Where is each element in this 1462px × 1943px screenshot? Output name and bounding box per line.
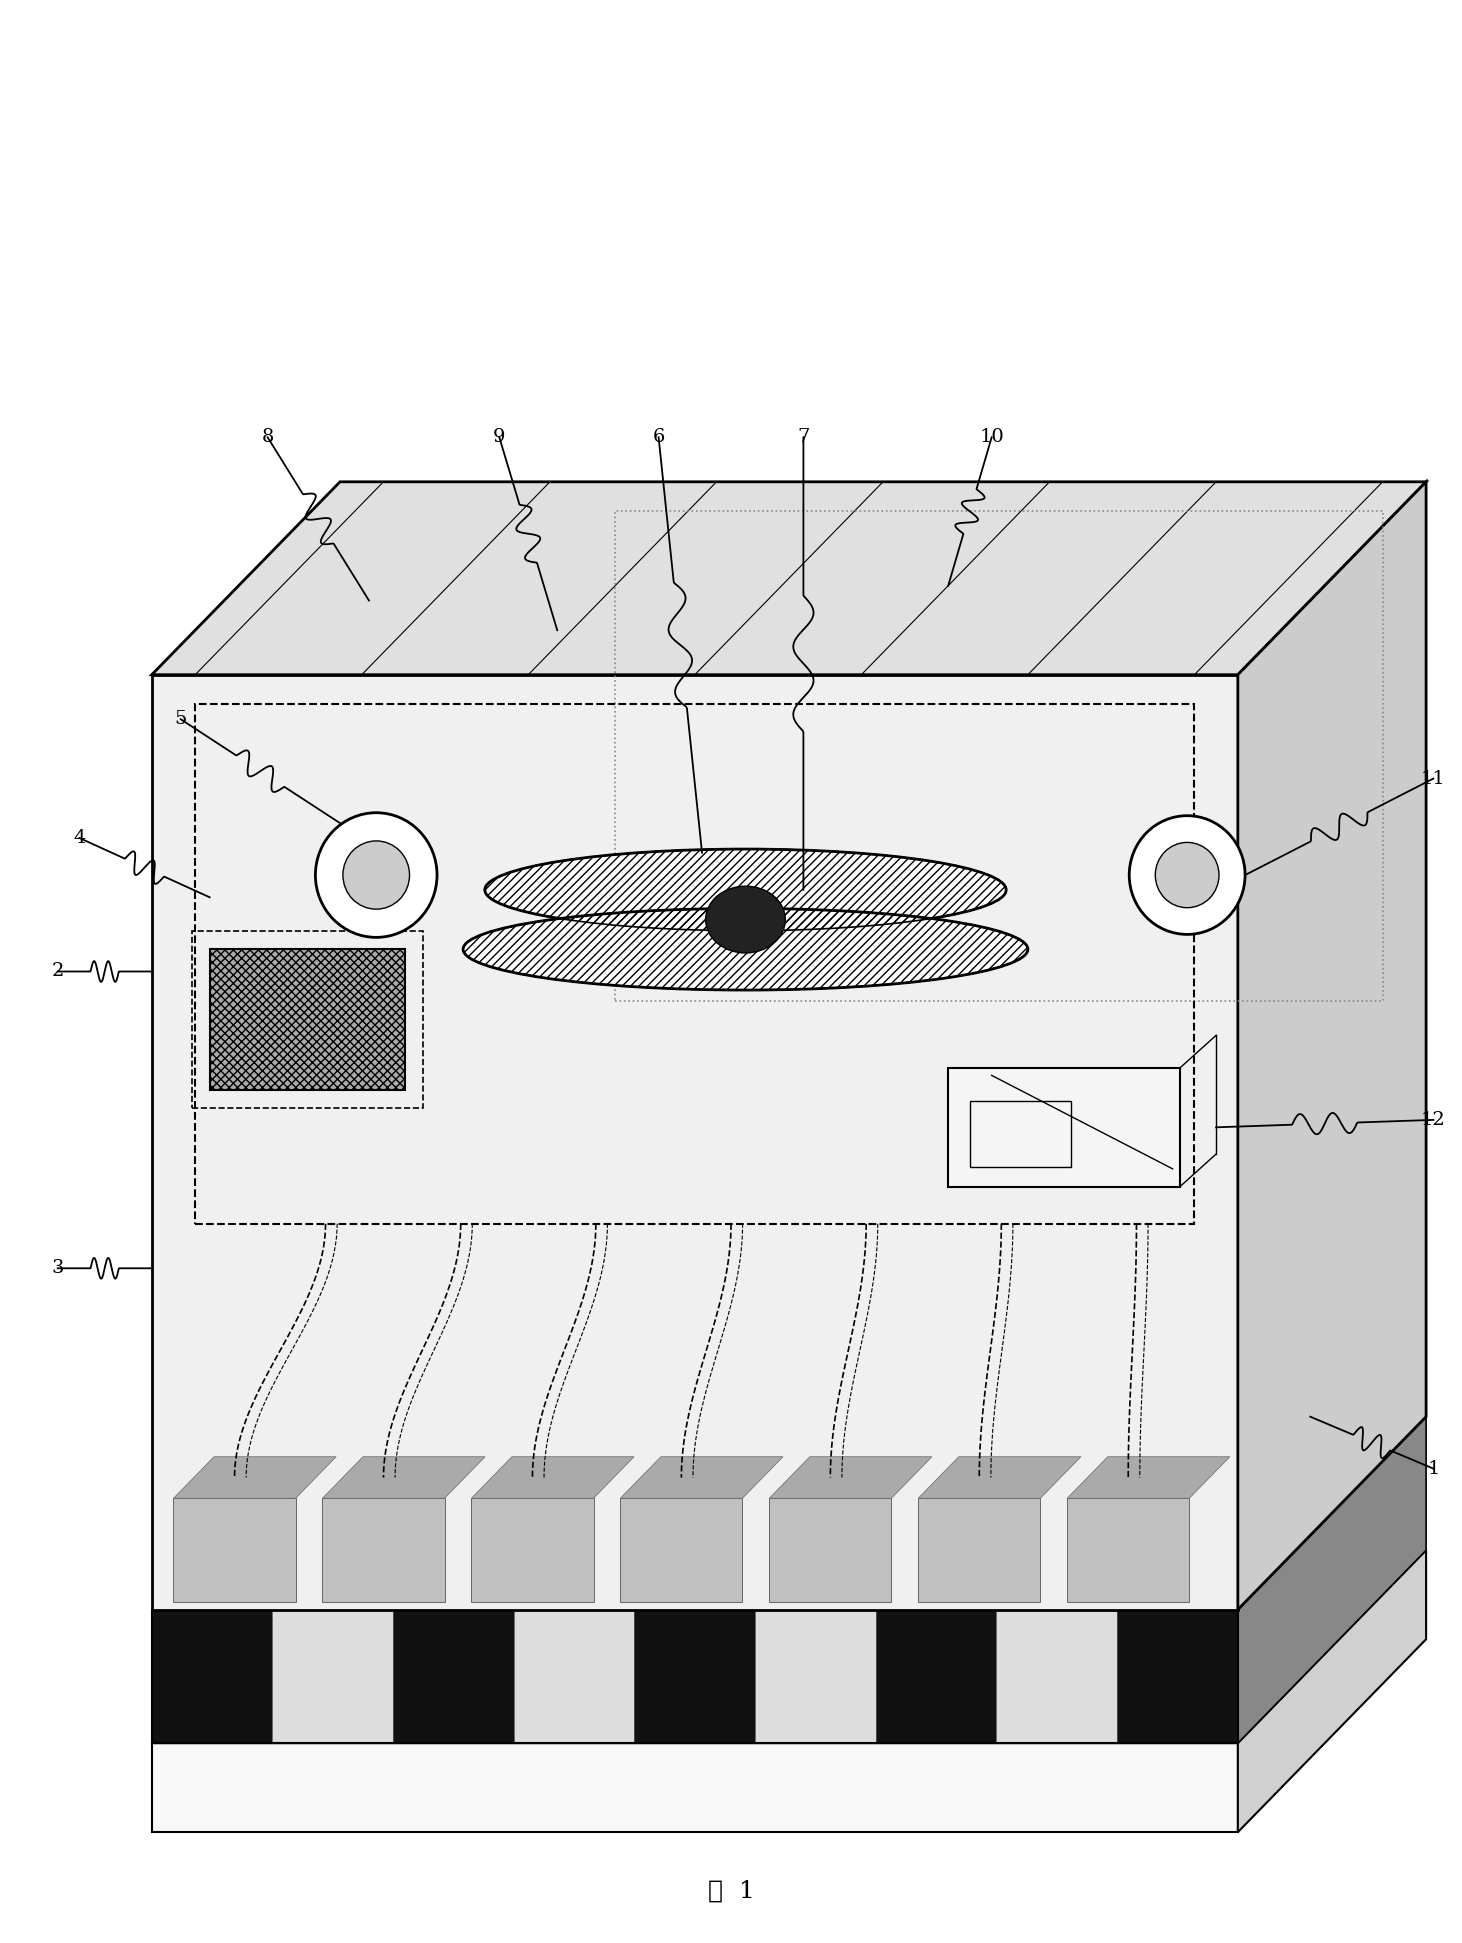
Text: 12: 12 [1421,1111,1446,1129]
Polygon shape [471,1498,594,1603]
Circle shape [344,841,409,909]
Text: 4: 4 [73,830,86,847]
Polygon shape [152,1743,1238,1832]
Polygon shape [513,1609,635,1743]
Polygon shape [1238,1551,1425,1832]
Polygon shape [918,1498,1041,1603]
Polygon shape [323,1498,444,1603]
Text: 8: 8 [262,427,273,447]
Text: 1: 1 [1427,1459,1440,1477]
Bar [196,705,1194,1224]
Polygon shape [174,1457,336,1498]
Text: 2: 2 [51,962,64,981]
Polygon shape [1238,482,1425,1609]
Polygon shape [393,1609,513,1743]
Polygon shape [620,1457,784,1498]
Polygon shape [323,1457,485,1498]
Text: 10: 10 [980,427,1004,447]
Text: 9: 9 [493,427,506,447]
Polygon shape [1067,1498,1189,1603]
Polygon shape [152,1609,272,1743]
Text: 11: 11 [1421,769,1446,787]
Polygon shape [152,482,1425,674]
Polygon shape [152,674,1238,1609]
Polygon shape [756,1416,1064,1609]
Polygon shape [1117,1609,1238,1743]
Text: 图  1: 图 1 [708,1881,754,1902]
Polygon shape [513,1416,823,1609]
Text: 5: 5 [174,711,187,729]
Polygon shape [620,1498,743,1603]
Polygon shape [152,1551,1425,1743]
Bar [949,1069,1180,1187]
Polygon shape [174,1498,295,1603]
Polygon shape [471,1457,635,1498]
Polygon shape [1238,1416,1425,1743]
Text: 7: 7 [797,427,810,447]
Polygon shape [997,1609,1117,1743]
Polygon shape [1117,1416,1425,1609]
Polygon shape [393,1416,702,1609]
Text: 6: 6 [652,427,665,447]
Polygon shape [635,1416,943,1609]
Polygon shape [876,1416,1184,1609]
Polygon shape [756,1609,876,1743]
Bar [209,950,405,1090]
Circle shape [1129,816,1246,935]
Bar [193,931,423,1108]
Polygon shape [272,1609,393,1743]
Polygon shape [997,1416,1306,1609]
Circle shape [316,812,437,937]
Polygon shape [876,1609,997,1743]
Polygon shape [635,1609,756,1743]
Ellipse shape [463,909,1028,991]
Bar [616,511,1383,1001]
Polygon shape [918,1457,1080,1498]
Bar [969,1100,1072,1168]
Polygon shape [152,1416,461,1609]
Polygon shape [769,1457,931,1498]
Polygon shape [272,1416,582,1609]
Ellipse shape [485,849,1006,931]
Circle shape [1155,843,1219,907]
Polygon shape [769,1498,892,1603]
Text: 3: 3 [51,1259,64,1277]
Ellipse shape [706,886,785,952]
Polygon shape [1067,1457,1230,1498]
